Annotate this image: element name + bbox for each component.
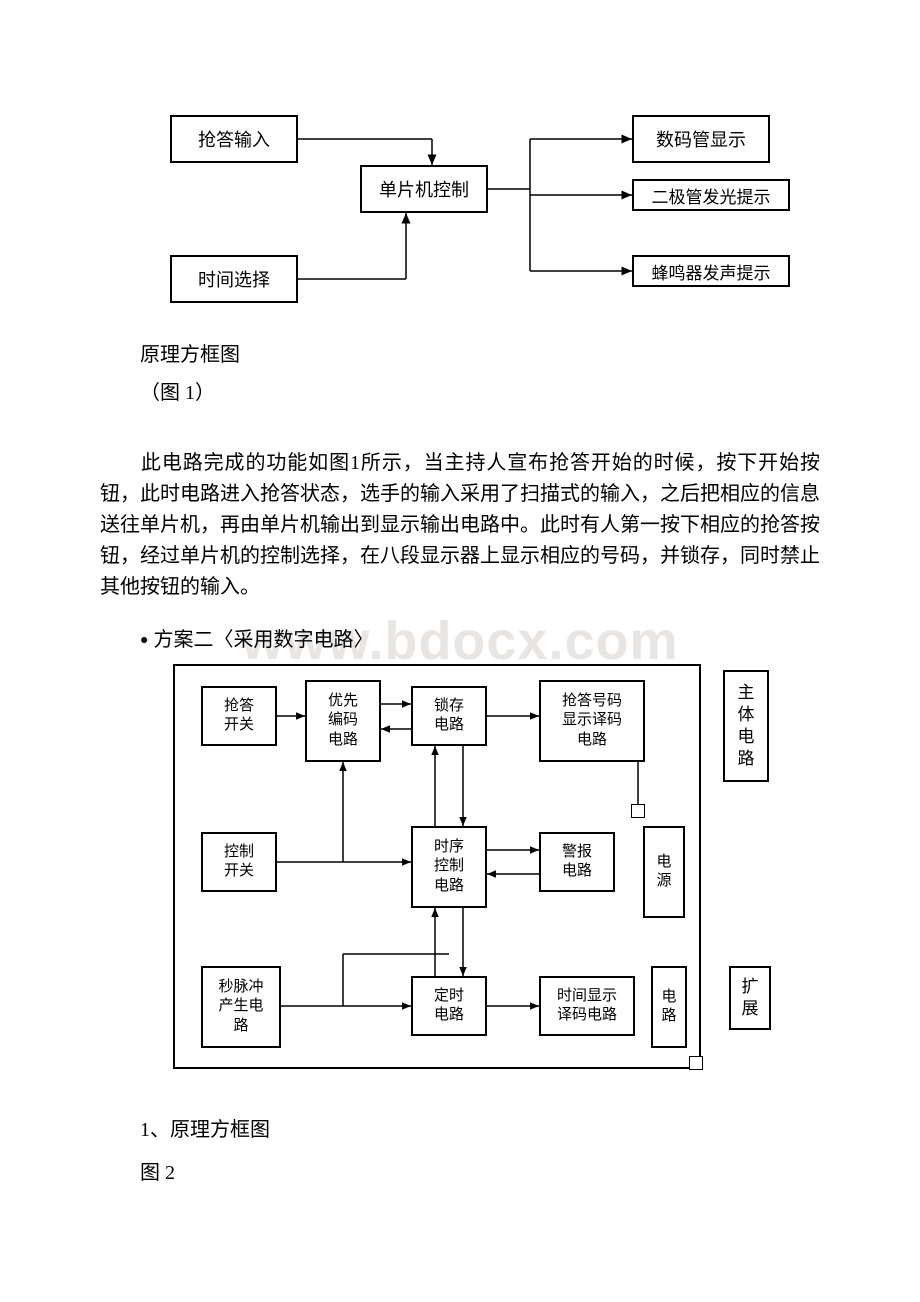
page: 抢答输入 单片机控制 时间选择 数码管显示 二极管发光提示 蜂鸣器发声提示 原理…: [0, 0, 920, 1302]
d2-kz-l0: 扩: [742, 976, 759, 998]
d1-node-mcu-label: 单片机控制: [379, 176, 469, 202]
d2-jb-l0: 警报: [562, 843, 592, 863]
d2-yxbm-l1: 编码: [328, 711, 358, 731]
d2-tiny-square-1: [631, 804, 645, 818]
d2-kzkg-l1: 开关: [224, 862, 254, 882]
d2-sjxm-l0: 时间显示: [557, 987, 617, 1007]
d2-node-kzkg: 控制开关: [201, 832, 277, 892]
d2-qdxm-l2: 电路: [577, 731, 607, 751]
d1-node-mcu: 单片机控制: [360, 165, 488, 213]
d2-node-qdxm: 抢答号码显示译码电路: [539, 680, 645, 762]
d2-zt-l3: 路: [738, 748, 755, 770]
scheme-2-bullet-text: 方案二〈采用数字电路〉: [153, 629, 373, 651]
footer-line-2: 图 2: [140, 1158, 175, 1189]
d1-node-led: 二极管发光提示: [632, 179, 790, 211]
d2-dy-l0: 电: [656, 853, 671, 873]
d1-node-led-label: 二极管发光提示: [652, 183, 771, 208]
d2-node-sc: 锁存电路: [411, 686, 487, 746]
d2-node-sxkz: 时序控制电路: [411, 826, 487, 908]
diagram-1-caption-line1: 原理方框图: [140, 340, 240, 371]
d2-node-yxbm: 优先编码电路: [305, 680, 381, 762]
d1-node-time: 时间选择: [170, 255, 298, 303]
d2-kzkg-l0: 控制: [224, 843, 254, 863]
d2-sxkz-l1: 控制: [434, 857, 464, 877]
d2-zt-l1: 体: [738, 704, 755, 726]
body-paragraph-text: 此电路完成的功能如图1所示，当主持人宣布抢答开始的时候，按下开始按钮，此时电路进…: [100, 452, 820, 598]
d2-smc-l2: 路: [233, 1017, 248, 1037]
d2-node-sjxm: 时间显示译码电路: [539, 976, 635, 1036]
d2-ds-l0: 定时: [434, 987, 464, 1007]
d2-zt-l2: 电: [738, 726, 755, 748]
d1-node-input-label: 抢答输入: [198, 126, 270, 152]
d2-qdxm-l1: 显示译码: [562, 711, 622, 731]
footer-line-1: 1、原理方框图: [140, 1115, 270, 1146]
d2-tiny-square-2: [689, 1056, 703, 1070]
d2-sjxm-l1: 译码电路: [557, 1006, 617, 1026]
diagram-2: 抢答开关 优先编码电路 锁存电路 抢答号码显示译码电路 控制开关 时序控制电路 …: [173, 664, 783, 1069]
d2-node-smc: 秒脉冲产生电路: [201, 966, 281, 1048]
d2-sc-l1: 电路: [434, 716, 464, 736]
d2-dl-l1: 路: [661, 1007, 676, 1027]
diagram-1-caption-line2: （图 1）: [140, 378, 215, 409]
d2-qdkg-l0: 抢答: [224, 697, 254, 717]
d2-sxkz-l2: 电路: [434, 877, 464, 897]
d2-qdxm-l0: 抢答号码: [562, 692, 622, 712]
d2-node-zt: 主体电路: [723, 670, 769, 782]
d2-smc-l0: 秒脉冲: [218, 978, 263, 998]
d2-node-ds: 定时电路: [411, 976, 487, 1036]
d1-node-input: 抢答输入: [170, 115, 298, 163]
d2-ds-l1: 电路: [434, 1006, 464, 1026]
d2-jb-l1: 电路: [562, 862, 592, 882]
d2-yxbm-l0: 优先: [328, 692, 358, 712]
d1-node-buzzer: 蜂鸣器发声提示: [632, 255, 790, 287]
d2-node-qdkg: 抢答开关: [201, 686, 277, 746]
d2-node-kz: 扩展: [729, 966, 771, 1030]
d1-node-buzzer-label: 蜂鸣器发声提示: [652, 259, 771, 284]
body-paragraph: 此电路完成的功能如图1所示，当主持人宣布抢答开始的时候，按下开始按钮，此时电路进…: [100, 448, 820, 603]
d2-sc-l0: 锁存: [434, 697, 464, 717]
d2-node-dy: 电源: [643, 826, 685, 918]
d1-node-display-label: 数码管显示: [656, 126, 746, 152]
scheme-2-bullet: ● 方案二〈采用数字电路〉: [140, 625, 373, 656]
d2-smc-l1: 产生电: [218, 997, 263, 1017]
d2-dl-l0: 电: [661, 988, 676, 1008]
d2-qdkg-l1: 开关: [224, 716, 254, 736]
watermark: www.bdocx.com: [0, 610, 920, 672]
d1-node-time-label: 时间选择: [198, 266, 270, 292]
d2-node-dl: 电路: [651, 966, 687, 1048]
d2-sxkz-l0: 时序: [434, 838, 464, 858]
d2-kz-l1: 展: [742, 998, 759, 1020]
d2-zt-l0: 主: [738, 682, 755, 704]
diagram-1: 抢答输入 单片机控制 时间选择 数码管显示 二极管发光提示 蜂鸣器发声提示: [170, 115, 810, 315]
d2-yxbm-l2: 电路: [328, 731, 358, 751]
d2-dy-l1: 源: [656, 872, 671, 892]
d1-node-display: 数码管显示: [632, 115, 770, 163]
bullet-dot-icon: ●: [140, 633, 148, 648]
d2-node-jb: 警报电路: [539, 832, 615, 892]
